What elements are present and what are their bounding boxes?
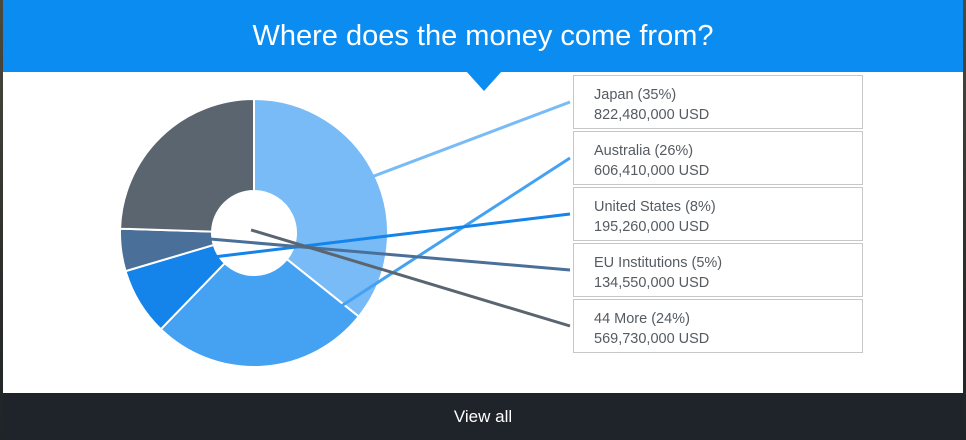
slice-44-more[interactable] bbox=[119, 97, 255, 233]
legend-label: 44 More (24%) bbox=[594, 311, 690, 327]
leader-line-44-more bbox=[250, 228, 571, 328]
legend-item[interactable]: United States (8%) 195,260,000 USD bbox=[573, 187, 863, 241]
legend-amount: 134,550,000 USD bbox=[594, 275, 710, 291]
legend-label: Japan (35%) bbox=[594, 87, 677, 103]
donut-chart bbox=[119, 97, 571, 368]
legend-item[interactable]: Japan (35%) 822,480,000 USD bbox=[573, 75, 863, 129]
chart-panel: Japan (35%) 822,480,000 USD Australia (26%… bbox=[3, 72, 963, 393]
legend-label: United States (8%) bbox=[594, 199, 716, 215]
leader-line-japan bbox=[365, 100, 571, 181]
legend-amount: 606,410,000 USD bbox=[594, 163, 710, 179]
header-banner: Where does the money come from? bbox=[3, 0, 963, 72]
legend-amount: 822,480,000 USD bbox=[594, 107, 710, 123]
legend-item[interactable]: Australia (26%) 606,410,000 USD bbox=[573, 131, 863, 185]
legend-label: EU Institutions (5%) bbox=[594, 255, 723, 271]
legend-label: Australia (26%) bbox=[594, 143, 694, 159]
legend-item[interactable]: EU Institutions (5%) 134,550,000 USD bbox=[573, 243, 863, 297]
slice-australia[interactable] bbox=[159, 257, 361, 368]
view-all-link[interactable]: View all bbox=[453, 406, 513, 426]
legend-amount: 569,730,000 USD bbox=[594, 331, 710, 347]
footer-bar: View all bbox=[3, 393, 963, 440]
leader-line-eu-institutions bbox=[208, 237, 571, 272]
leader-line-united-states bbox=[214, 212, 571, 259]
chart-title: Where does the money come from? bbox=[252, 19, 714, 52]
legend-item[interactable]: 44 More (24%) 569,730,000 USD bbox=[573, 299, 863, 353]
legend-amount: 195,260,000 USD bbox=[594, 219, 710, 235]
header-pointer bbox=[466, 71, 502, 91]
